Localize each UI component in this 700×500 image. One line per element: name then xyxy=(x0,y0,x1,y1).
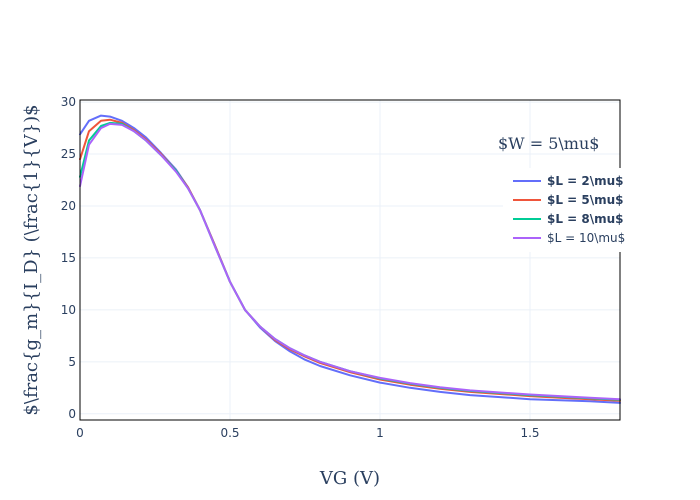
legend-label-1[interactable]: $L = 2\mu$ xyxy=(547,174,624,188)
legend-label-4[interactable]: $L = 10\mu$ xyxy=(547,231,625,245)
y-axis-ticks: 0 5 10 15 20 25 30 xyxy=(61,95,76,421)
y-tick-label: 15 xyxy=(61,251,76,265)
annotation-w: $W = 5\mu$ xyxy=(498,134,599,153)
x-tick-label: 0 xyxy=(76,426,84,440)
y-tick-label: 5 xyxy=(68,355,76,369)
y-tick-label: 20 xyxy=(61,199,76,213)
legend: $L = 2\mu$ $L = 5\mu$ $L = 8\mu$ $L = 10\mu… xyxy=(503,168,625,252)
series-layer xyxy=(79,114,621,404)
plot-frame xyxy=(79,99,621,421)
x-tick-label: 0.5 xyxy=(220,426,239,440)
x-axis-title: VG (V) xyxy=(319,468,380,489)
y-tick-label: 10 xyxy=(61,303,76,317)
y-tick-label: 30 xyxy=(61,95,76,109)
y-axis-title: $\frac{g_m}{I_D} (\frac{1}{V})$ xyxy=(21,104,42,415)
y-tick-label: 25 xyxy=(61,147,76,161)
x-tick-label: 1.5 xyxy=(520,426,539,440)
series-line-4 xyxy=(79,122,621,401)
y-tick-label: 0 xyxy=(68,407,76,421)
grid xyxy=(80,100,620,420)
legend-label-2[interactable]: $L = 5\mu$ xyxy=(547,193,624,207)
legend-label-3[interactable]: $L = 8\mu$ xyxy=(547,212,624,226)
x-tick-label: 1 xyxy=(376,426,384,440)
x-axis-ticks: 0 0.5 1 1.5 xyxy=(76,426,539,440)
